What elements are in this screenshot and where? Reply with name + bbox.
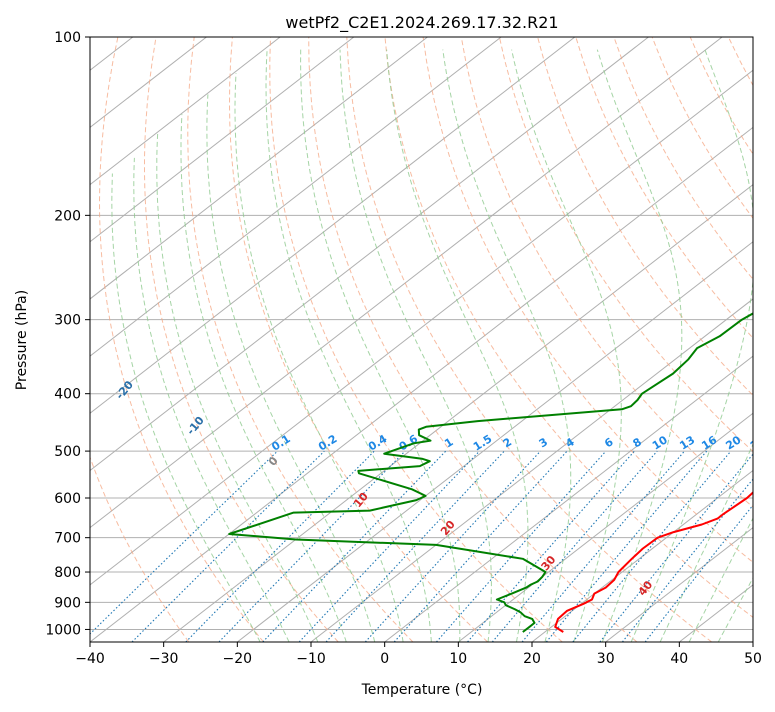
plot-frame [90, 37, 753, 642]
moist-adiabat [340, 50, 491, 642]
y-tick-label: 100 [54, 30, 81, 46]
moist-adiabat [660, 50, 775, 642]
mixing-ratio-line [468, 451, 635, 642]
dry-adiabat-label: -30 [50, 349, 73, 373]
mixing-ratio-label: 10 [650, 433, 670, 452]
mixing-ratio-label: 30 [769, 433, 775, 452]
mixing-ratio-line [492, 451, 657, 642]
moist-adiabat [387, 50, 528, 642]
y-tick-label: 1000 [45, 622, 81, 638]
moist-adiabat [443, 50, 571, 642]
dry-adiabat [767, 37, 775, 642]
mixing-ratio-label: 2 [501, 435, 514, 450]
x-tick-label: 30 [597, 651, 615, 667]
isotherm-line [16, 37, 775, 642]
x-tick-label: 0 [380, 651, 389, 667]
mixing-ratio-label: 6 [602, 435, 616, 450]
mixing-ratio-label: 3 [537, 435, 550, 450]
x-tick-label: 10 [449, 651, 467, 667]
temperature-profile [555, 37, 775, 632]
isotherm-line [606, 37, 775, 642]
x-tick-label: −10 [296, 651, 326, 667]
dry-adiabat [230, 37, 488, 642]
x-tick-label: 40 [670, 651, 688, 667]
mixing-ratio-line [365, 451, 540, 642]
mixing-ratio-line [600, 451, 756, 642]
mixing-ratio-line [573, 451, 731, 642]
moist-adiabat [718, 50, 775, 642]
y-tick-label: 300 [54, 313, 81, 329]
dry-adiabat [538, 37, 775, 642]
x-tick-label: 20 [523, 651, 541, 667]
dry-adiabat [53, 37, 189, 642]
isotherm-line [0, 37, 280, 642]
dry-adiabat-label: -40 [0, 318, 15, 342]
dry-adiabat-label: -20 [113, 378, 136, 402]
dry-adiabat-label: 40 [636, 578, 656, 598]
dry-adiabat [270, 37, 563, 642]
y-axis-label: Pressure (hPa) [14, 290, 30, 390]
x-tick-label: −40 [75, 651, 105, 667]
isotherm-line [0, 37, 501, 642]
chart-title: wetPf2_C2E1.2024.269.17.32.R21 [285, 13, 558, 33]
mixing-ratio-label: 1 [442, 435, 455, 450]
mixing-ratio-label: 13 [677, 433, 697, 452]
mixing-ratio-line [263, 451, 446, 642]
dry-adiabat-label: 10 [351, 490, 371, 510]
mixing-ratio-label: 0.2 [316, 432, 339, 453]
moist-adiabat [235, 73, 403, 642]
isotherm-line [0, 37, 575, 642]
moist-adiabat [512, 50, 622, 642]
mixing-ratio-label: 20 [724, 433, 744, 452]
moist-adiabat [207, 94, 375, 642]
y-tick-label: 800 [54, 565, 81, 581]
dry-adiabat-label: 20 [438, 518, 458, 538]
x-tick-label: −30 [149, 651, 179, 667]
x-tick-label: 50 [744, 651, 762, 667]
isotherm-line [0, 37, 427, 642]
dewpoint-profile [229, 37, 775, 632]
dry-adiabat [347, 37, 712, 642]
mixing-ratio-line [645, 451, 775, 642]
y-tick-label: 600 [54, 491, 81, 507]
moist-adiabat [134, 158, 289, 642]
isotherm-line [679, 37, 775, 642]
isotherm-line [458, 37, 775, 642]
mixing-ratio-line [186, 451, 374, 642]
mixing-ratio-line [326, 451, 504, 642]
y-tick-label: 400 [54, 387, 81, 403]
isotherm-line [0, 37, 648, 642]
dry-adiabat [461, 37, 775, 642]
isotherm-line [753, 37, 775, 642]
mixing-ratio-label: 0.4 [366, 432, 390, 454]
x-axis-label: Temperature (°C) [361, 682, 483, 698]
y-tick-label: 900 [54, 595, 81, 611]
moist-adiabat [157, 133, 318, 642]
isotherm-line [0, 37, 354, 642]
y-tick-label: 200 [54, 208, 81, 224]
mixing-ratio-line [394, 451, 567, 642]
y-tick-label: 500 [54, 444, 81, 460]
mixing-ratio-label: 1.5 [471, 432, 494, 453]
isotherm-line [532, 37, 775, 642]
dry-adiabat-label: -10 [184, 414, 207, 438]
mixing-ratio-label: 16 [699, 433, 719, 452]
dry-adiabat [188, 37, 413, 642]
dry-adiabat [728, 37, 775, 642]
x-tick-label: −20 [223, 651, 253, 667]
mixing-ratio-line [82, 451, 278, 642]
dry-adiabat-label: 0 [266, 454, 281, 468]
y-tick-label: 700 [54, 531, 81, 547]
